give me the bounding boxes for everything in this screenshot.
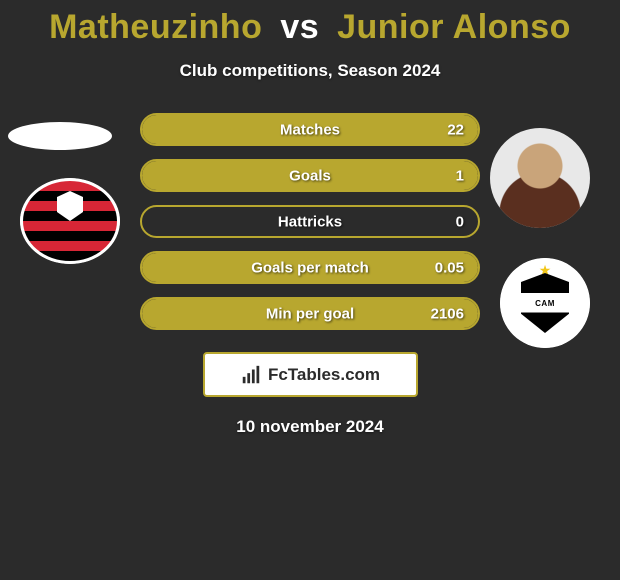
watermark-text: FcTables.com [268, 365, 380, 385]
stat-bar-goals-per-match: Goals per match 0.05 [140, 251, 480, 284]
bar-chart-icon [240, 364, 262, 386]
flamengo-crest-graphic [20, 178, 120, 264]
bar-value: 0.05 [435, 259, 464, 276]
atletico-mineiro-crest: ★ CAM [500, 258, 590, 348]
player1-name: Matheuzinho [49, 8, 262, 46]
stat-bar-goals: Goals 1 [140, 159, 480, 192]
date-label: 10 november 2024 [0, 417, 620, 437]
bar-value: 0 [456, 213, 464, 230]
player1-headshot-placeholder [8, 122, 112, 150]
player2-name: Junior Alonso [337, 8, 571, 46]
bar-label: Hattricks [278, 213, 342, 230]
stat-bar-min-per-goal: Min per goal 2106 [140, 297, 480, 330]
subtitle: Club competitions, Season 2024 [0, 61, 620, 81]
watermark-badge: FcTables.com [203, 352, 418, 397]
bar-value: 1 [456, 167, 464, 184]
player2-headshot [490, 128, 590, 228]
comparison-title: Matheuzinho vs Junior Alonso [0, 0, 620, 47]
headshot-graphic [490, 128, 590, 228]
bar-value: 2106 [431, 305, 464, 322]
crest-text: CAM [535, 299, 555, 308]
bar-label: Goals [289, 167, 331, 184]
stat-bar-matches: Matches 22 [140, 113, 480, 146]
bar-label: Matches [280, 121, 340, 138]
atletico-crest-graphic: ★ CAM [500, 258, 590, 348]
stat-bar-hattricks: Hattricks 0 [140, 205, 480, 238]
bar-value: 22 [447, 121, 464, 138]
flamengo-crest [20, 178, 120, 264]
shield-icon: CAM [521, 273, 569, 333]
vs-separator: vs [280, 8, 319, 46]
bar-label: Goals per match [251, 259, 369, 276]
bar-label: Min per goal [266, 305, 354, 322]
